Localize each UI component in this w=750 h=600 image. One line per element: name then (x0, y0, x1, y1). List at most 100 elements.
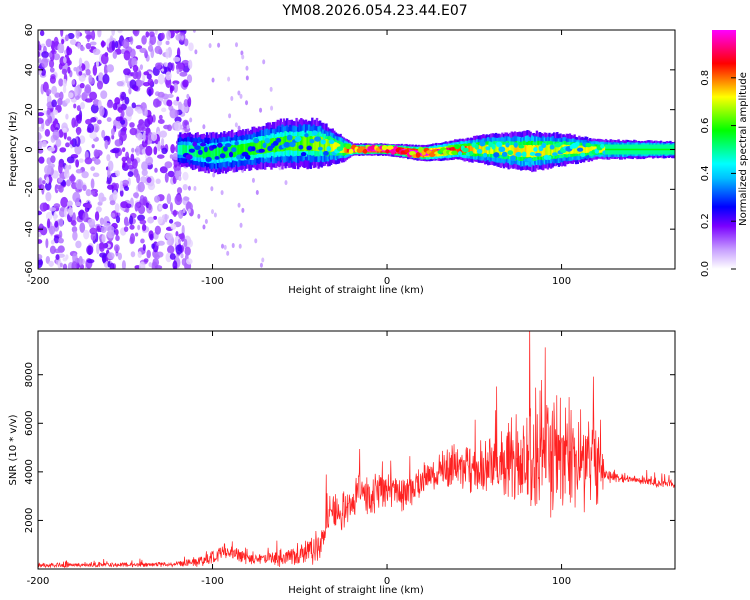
noise-blob (78, 71, 83, 76)
noise-blob (169, 108, 177, 119)
band-core-blob (309, 138, 315, 144)
noise-speckle (259, 107, 263, 113)
band-cell (326, 139, 330, 152)
band-core-blob (298, 144, 304, 150)
noise-speckle (254, 238, 258, 244)
noise-blob (66, 45, 70, 56)
noise-speckle (202, 224, 206, 230)
band-core-blob (219, 153, 226, 159)
noise-blob (112, 147, 120, 154)
noise-blob (67, 92, 74, 99)
noise-blob (111, 134, 115, 140)
noise-speckle (221, 243, 225, 249)
noise-speckle (212, 172, 216, 178)
noise-blob (90, 166, 96, 172)
band-cell (309, 136, 312, 151)
noise-speckle (241, 207, 245, 213)
band-cell (304, 136, 308, 151)
band-cell (419, 150, 422, 156)
noise-speckle (204, 219, 208, 225)
noise-blob (63, 130, 67, 140)
band-cell (235, 144, 239, 157)
noise-blob (123, 186, 130, 192)
band-core-blob (457, 151, 463, 156)
noise-blob (174, 194, 183, 206)
band-cell (205, 147, 209, 159)
noise-blob (58, 129, 64, 138)
band-core-blob (275, 137, 282, 143)
band-cell (483, 145, 487, 155)
noise-speckle (270, 105, 274, 111)
noise-blob (48, 59, 55, 69)
noise-blob (44, 128, 51, 137)
noise-blob (102, 73, 110, 85)
noise-blob (81, 171, 89, 179)
band-core-blob (510, 155, 516, 161)
band-cell (229, 145, 232, 158)
noise-blob (55, 138, 62, 148)
noise-blob (67, 32, 75, 40)
band-cell (303, 136, 306, 151)
noise-blob (99, 217, 104, 225)
noise-blob (172, 209, 177, 217)
noise-blob (133, 192, 140, 199)
noise-blob (116, 81, 124, 87)
noise-blob (167, 245, 175, 254)
noise-blob (90, 103, 99, 114)
noise-blob (85, 203, 92, 209)
noise-blob (57, 97, 63, 106)
noise-blob (41, 57, 49, 68)
noise-speckle (223, 244, 227, 250)
band-core-blob (228, 151, 234, 158)
band-cell (494, 144, 498, 155)
snr-series-line (38, 331, 675, 569)
noise-blob (88, 74, 93, 83)
noise-speckle (235, 42, 239, 48)
band-cell (587, 145, 590, 153)
noise-blob (155, 62, 162, 70)
band-cell (518, 145, 521, 158)
noise-blob (86, 245, 94, 255)
noise-blob (107, 252, 115, 260)
band-cell (329, 140, 333, 152)
noise-blob (47, 109, 51, 116)
noise-blob (57, 177, 63, 183)
noise-blob (154, 225, 161, 235)
band-cell (221, 146, 224, 159)
noise-blob (147, 114, 154, 125)
noise-blob (61, 38, 65, 45)
noise-speckle (231, 243, 235, 249)
noise-blob (121, 147, 126, 153)
noise-speckle (227, 76, 231, 82)
band-core-blob (404, 149, 410, 153)
noise-blob (106, 117, 112, 122)
band-cell (207, 147, 210, 160)
band-core-blob (585, 142, 592, 148)
noise-blob (117, 30, 123, 34)
noise-blob (137, 251, 142, 258)
noise-blob (47, 163, 55, 169)
noise-blob (124, 96, 130, 105)
noise-blob (119, 189, 124, 197)
noise-blob (62, 78, 68, 88)
noise-blob (41, 140, 47, 148)
band-core-blob (294, 136, 302, 142)
spectrogram-y-axis-label: Frequency (Hz) (8, 111, 19, 187)
noise-blob (79, 82, 85, 89)
noise-blob (58, 162, 63, 174)
noise-blob (184, 246, 191, 256)
noise-speckle (239, 93, 243, 99)
noise-blob (124, 221, 130, 226)
noise-blob (147, 44, 154, 52)
noise-blob (107, 168, 111, 178)
noise-blob (49, 245, 56, 255)
band-core-blob (529, 152, 536, 156)
band-cell (185, 145, 188, 156)
noise-speckle (269, 86, 273, 92)
noise-blob (45, 38, 53, 48)
noise-blob (45, 191, 52, 202)
noise-blob (163, 62, 168, 67)
noise-blob (135, 45, 143, 50)
